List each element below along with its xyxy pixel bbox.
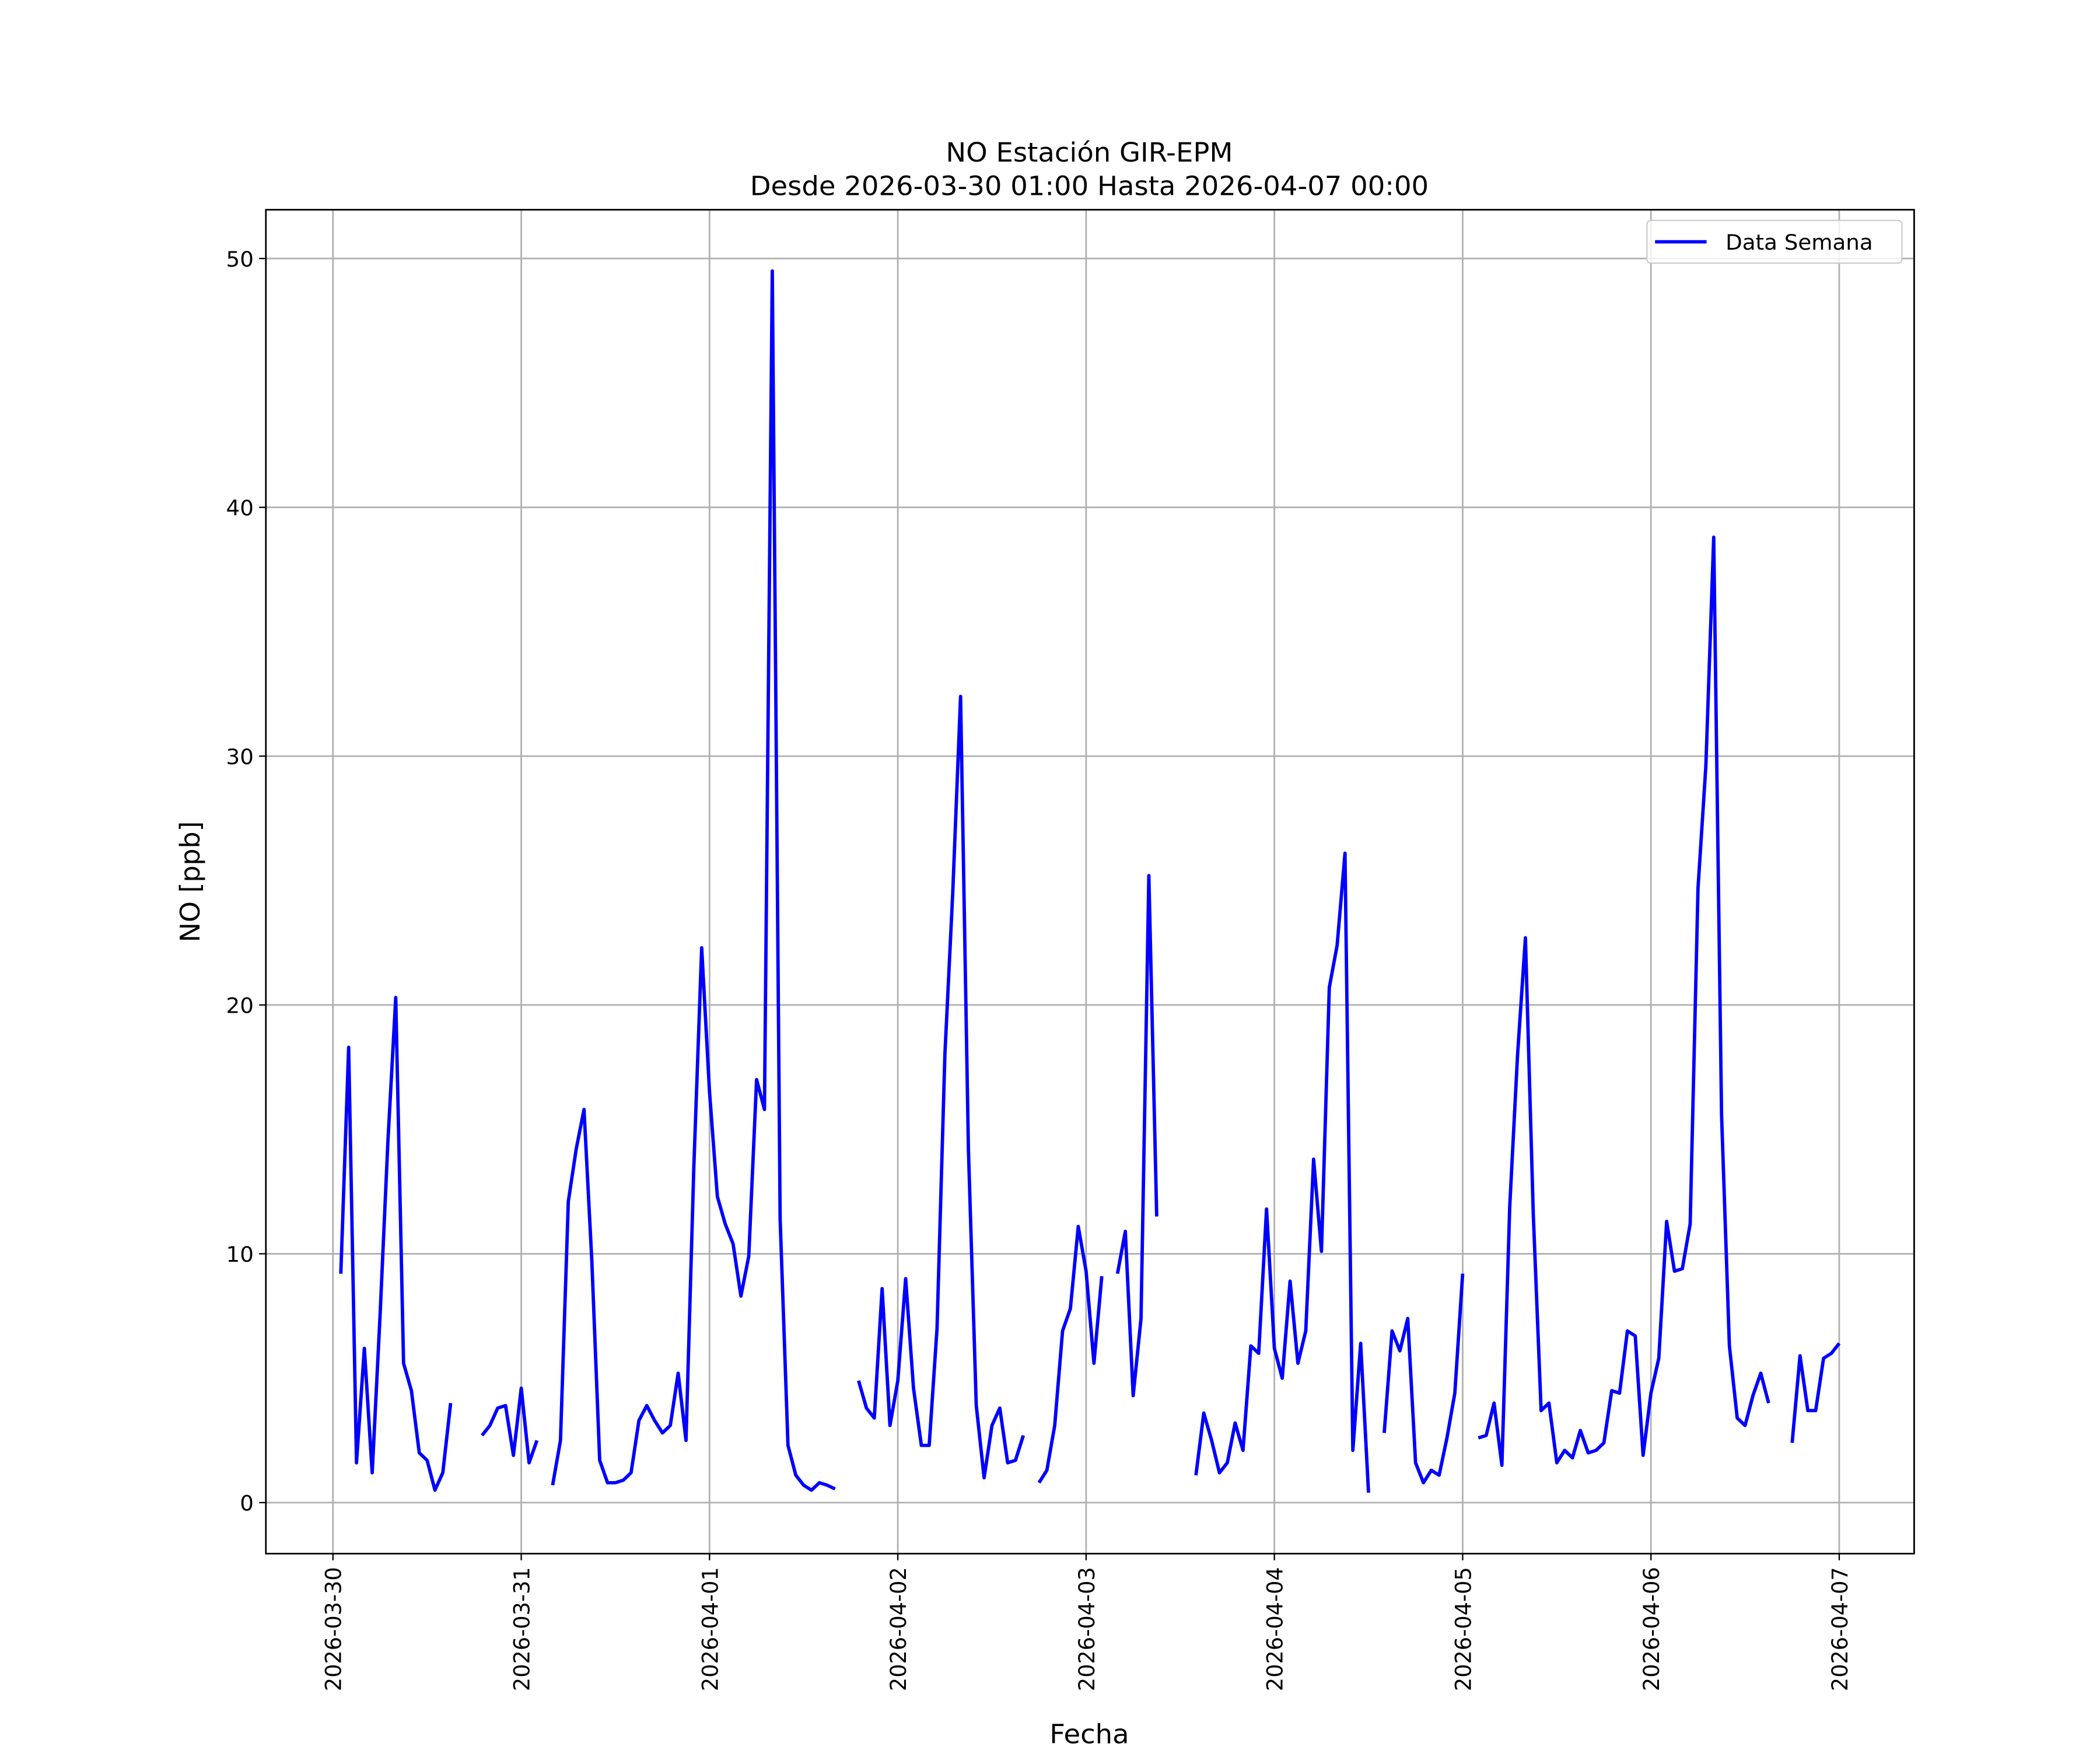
x-axis-label: Fecha: [1049, 1718, 1129, 1750]
y-tick-label: 10: [226, 1242, 254, 1267]
chart-subtitle: Desde 2026-03-30 01:00 Hasta 2026-04-07 …: [750, 170, 1429, 202]
plot-area: 0 10 20 30 40 50 2026-03-30 2026-03-31 2026-04-0…: [226, 209, 1915, 1691]
x-tick-label: 2026-04-02: [886, 1567, 911, 1691]
x-tick-label: 2026-04-05: [1451, 1567, 1476, 1691]
y-tick-label: 30: [226, 744, 254, 769]
y-tick-label: 20: [226, 993, 254, 1019]
x-tick-label: 2026-03-31: [509, 1567, 534, 1691]
data-line: [339, 269, 1841, 1493]
x-tick-label: 2026-04-04: [1262, 1567, 1287, 1691]
x-tick-label: 2026-04-07: [1828, 1567, 1853, 1691]
x-tick-label: 2026-04-01: [698, 1567, 723, 1691]
x-tick-label: 2026-04-06: [1639, 1567, 1664, 1691]
x-tick-label: 2026-03-30: [321, 1567, 346, 1691]
y-tick-label: 50: [226, 247, 254, 272]
y-tick-label: 0: [240, 1491, 254, 1516]
x-tick-label: 2026-04-03: [1074, 1567, 1100, 1691]
y-axis-label: NO [ppb]: [174, 821, 206, 943]
legend-box: [1646, 219, 1903, 264]
legend-label: Data Semana: [1726, 230, 1873, 256]
chart-title: NO Estación GIR-EPM: [946, 136, 1233, 168]
legend: Data Semana: [1646, 219, 1903, 264]
y-tick-label: 40: [226, 496, 254, 521]
axes-frame: [265, 209, 1915, 1555]
